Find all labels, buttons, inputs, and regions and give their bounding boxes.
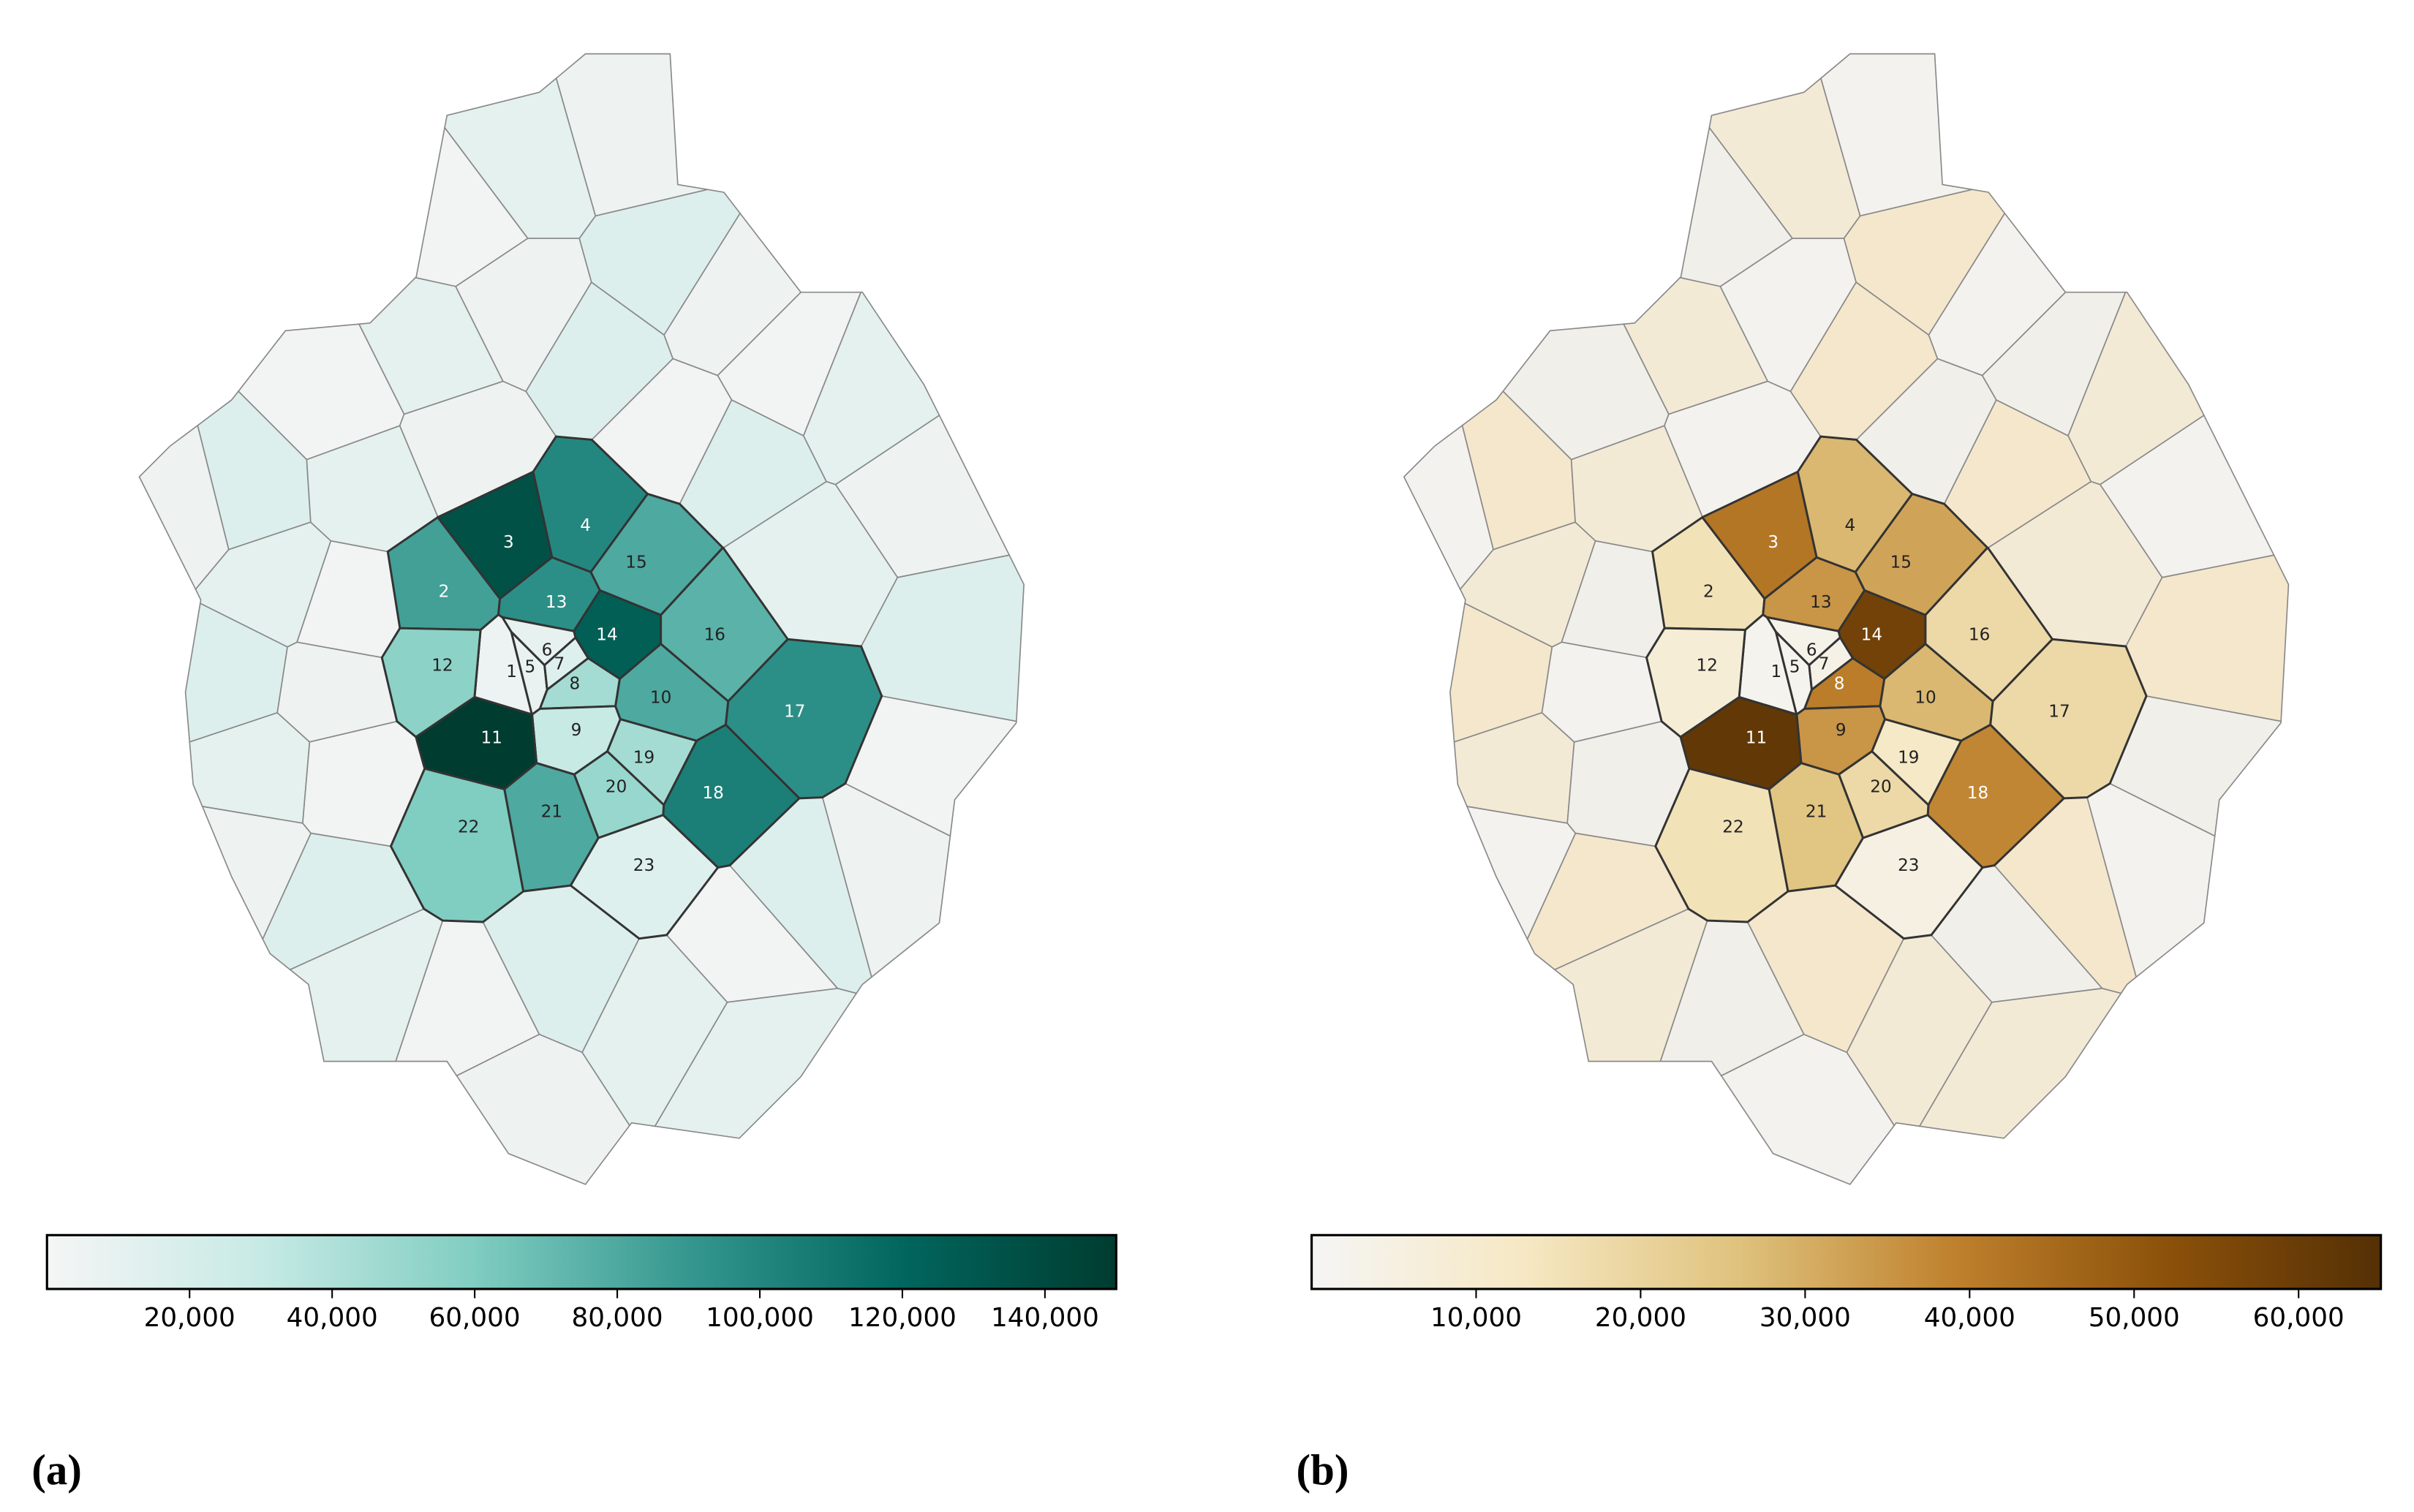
district-label: 20 bbox=[606, 778, 627, 797]
district-label: 3 bbox=[1768, 533, 1779, 552]
district-label: 9 bbox=[1836, 721, 1847, 740]
colorbar-tick-label: 30,000 bbox=[1759, 1303, 1851, 1333]
district-label: 18 bbox=[702, 784, 723, 803]
district-label: 21 bbox=[1806, 802, 1827, 821]
colorbar-tick-label: 10,000 bbox=[1430, 1303, 1522, 1333]
district-label: 1 bbox=[506, 662, 517, 681]
surrounding-area bbox=[1918, 988, 2122, 1139]
district bbox=[569, 814, 720, 940]
district-label: 4 bbox=[580, 516, 591, 535]
surrounding-area bbox=[201, 805, 312, 941]
district-label: 15 bbox=[625, 553, 646, 572]
district-label: 5 bbox=[1789, 658, 1800, 677]
district-label: 7 bbox=[1819, 654, 1830, 673]
colorbar-tick-label: 120,000 bbox=[848, 1303, 957, 1333]
district-label: 6 bbox=[1806, 640, 1817, 659]
district-label: 15 bbox=[1890, 553, 1912, 572]
colorbar-tick-label: 40,000 bbox=[1924, 1303, 2015, 1333]
district-label: 7 bbox=[554, 654, 565, 673]
district-label: 22 bbox=[1722, 817, 1743, 836]
district bbox=[389, 767, 525, 923]
district bbox=[1833, 814, 1984, 940]
district bbox=[1654, 767, 1789, 923]
district-label: 4 bbox=[1845, 516, 1856, 535]
colorbar-tick-label: 60,000 bbox=[429, 1303, 521, 1333]
district-label: 18 bbox=[1967, 784, 1988, 803]
district-label: 8 bbox=[569, 675, 580, 694]
district-label: 11 bbox=[481, 728, 502, 747]
district-label: 19 bbox=[1898, 749, 1919, 768]
district bbox=[380, 627, 482, 738]
district-label: 12 bbox=[1697, 656, 1718, 675]
panel-label: (a) bbox=[31, 1446, 82, 1494]
surrounding-area bbox=[654, 988, 858, 1139]
district-label: 3 bbox=[503, 533, 514, 552]
colorbar-tick-label: 40,000 bbox=[287, 1303, 378, 1333]
district-label: 11 bbox=[1746, 728, 1767, 747]
district-label: 20 bbox=[1870, 778, 1891, 797]
district-label: 23 bbox=[633, 856, 655, 875]
district-label: 19 bbox=[633, 749, 655, 768]
colorbar-tick-label: 20,000 bbox=[144, 1303, 235, 1333]
district-label: 8 bbox=[1834, 675, 1845, 694]
colorbar-tick-label: 100,000 bbox=[706, 1303, 814, 1333]
district-label: 16 bbox=[1969, 625, 1990, 644]
district-label: 13 bbox=[546, 593, 567, 612]
district-label: 2 bbox=[439, 582, 450, 601]
surrounding-area bbox=[1466, 805, 1577, 941]
district-label: 14 bbox=[1861, 625, 1882, 644]
colorbar-tick-label: 20,000 bbox=[1595, 1303, 1686, 1333]
district-label: 13 bbox=[1810, 593, 1831, 612]
panel-label: (b) bbox=[1297, 1446, 1349, 1494]
district bbox=[1645, 627, 1747, 738]
colorbar bbox=[1310, 1233, 2383, 1290]
district-label: 10 bbox=[650, 689, 671, 708]
district-label: 14 bbox=[596, 625, 617, 644]
district-label: 23 bbox=[1898, 856, 1919, 875]
district-label: 2 bbox=[1703, 582, 1714, 601]
district-label: 21 bbox=[541, 802, 562, 821]
district-label: 6 bbox=[542, 640, 553, 659]
district-label: 16 bbox=[704, 625, 725, 644]
district-label: 12 bbox=[431, 656, 453, 675]
district-label: 22 bbox=[458, 817, 479, 836]
colorbar-tick-label: 50,000 bbox=[2089, 1303, 2180, 1333]
colorbar-tick-label: 140,000 bbox=[991, 1303, 1099, 1333]
district-label: 9 bbox=[571, 721, 582, 740]
colorbar bbox=[45, 1233, 1117, 1290]
district-label: 17 bbox=[2048, 703, 2070, 722]
district-label: 1 bbox=[1771, 662, 1782, 681]
district-label: 10 bbox=[1915, 689, 1936, 708]
colorbar-tick-label: 80,000 bbox=[572, 1303, 663, 1333]
district-label: 5 bbox=[524, 658, 535, 677]
district-label: 17 bbox=[784, 703, 805, 722]
colorbar-tick-label: 60,000 bbox=[2253, 1303, 2345, 1333]
